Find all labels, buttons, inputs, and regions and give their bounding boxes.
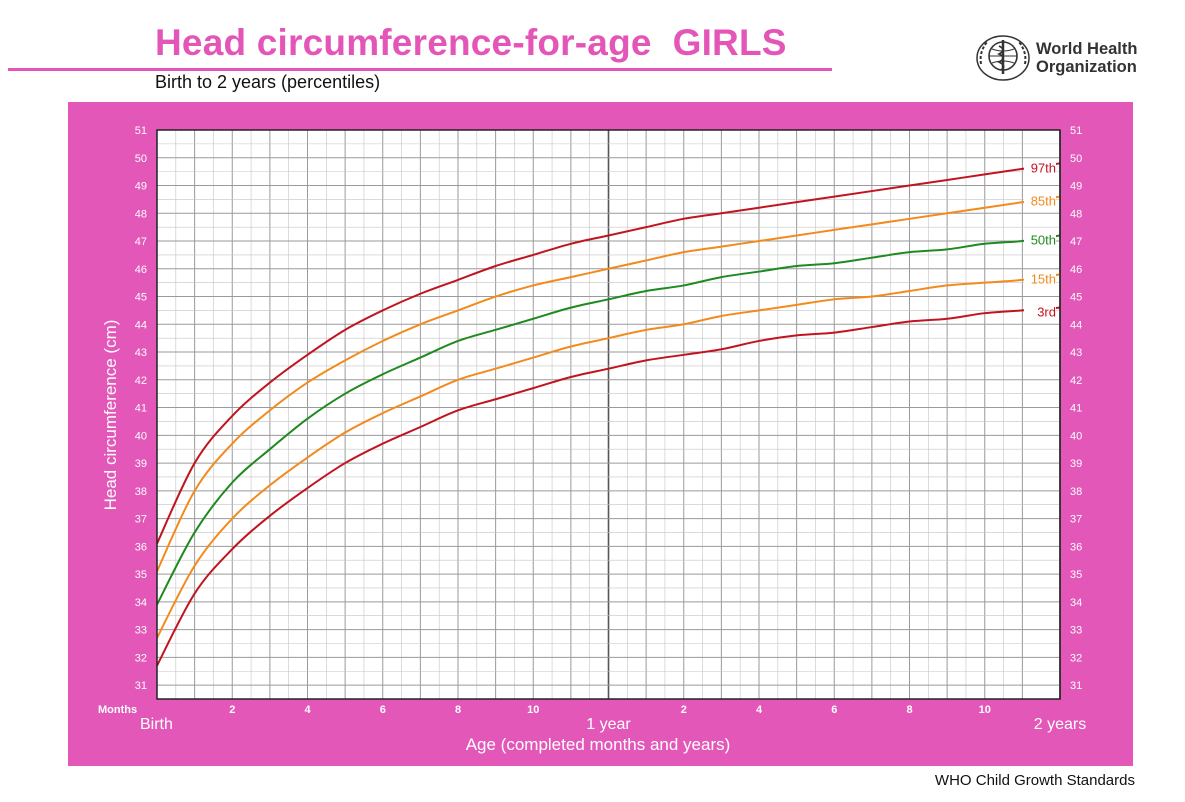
chart-panel: 31 31 32 32 33 33 34 34 35 35 36 36 37 37 38 38 39 39 40 40… [68, 102, 1133, 766]
y-tick-label-right: 43 [1070, 347, 1082, 359]
y-tick-label-right: 50 [1070, 153, 1082, 165]
series-label-background [1024, 270, 1056, 287]
x-unit-label: Months [98, 704, 137, 716]
x-month-tick-label: 10 [979, 704, 991, 716]
x-month-tick-label: 8 [455, 704, 461, 716]
growth-chart: 31 31 32 32 33 33 34 34 35 35 36 36 37 37 38 38 39 39 40 40… [98, 125, 1086, 754]
x-year-tick-label: Birth [140, 716, 173, 733]
percentile-line-85th [156, 195, 1061, 572]
series-label-85th: 85th [1031, 194, 1056, 209]
y-tick-label-left: 34 [135, 597, 147, 609]
percentile-line-50th [156, 234, 1061, 606]
series-label-97th: 97th [1031, 160, 1056, 175]
y-tick-label-left: 38 [135, 486, 147, 498]
x-month-tick-label: 10 [527, 704, 539, 716]
y-tick-label-left: 47 [135, 236, 147, 248]
x-year-tick-label: 2 years [1034, 716, 1086, 733]
y-tick-label-left: 51 [135, 125, 147, 137]
x-month-tick-label: 2 [681, 704, 687, 716]
y-tick-label-left: 32 [135, 652, 147, 664]
organization-name: World Health Organization [1036, 40, 1137, 76]
y-tick-label-right: 42 [1070, 375, 1082, 387]
y-tick-label-right: 39 [1070, 458, 1082, 470]
y-tick-label-left: 44 [135, 319, 147, 331]
y-tick-label-right: 37 [1070, 514, 1082, 526]
y-tick-label-right: 45 [1070, 292, 1082, 304]
y-tick-label-right: 51 [1070, 125, 1082, 137]
y-axis-label: Head circumference (cm) [101, 320, 120, 511]
axis-labels: 31 31 32 32 33 33 34 34 35 35 36 36 37 37 38 38 39 39 40 40… [135, 125, 1086, 733]
percentile-line-3rd [156, 306, 1061, 667]
y-tick-label-left: 37 [135, 514, 147, 526]
y-tick-label-right: 33 [1070, 625, 1082, 637]
x-month-tick-label: 6 [380, 704, 386, 716]
series-label-background [1024, 231, 1056, 248]
y-tick-label-right: 46 [1070, 264, 1082, 276]
y-tick-label-left: 46 [135, 264, 147, 276]
y-tick-label-left: 39 [135, 458, 147, 470]
x-month-tick-label: 2 [229, 704, 235, 716]
page-title: Head circumference-for-age GIRLS [155, 22, 787, 63]
series-label-background [1024, 192, 1056, 209]
y-tick-label-right: 48 [1070, 208, 1082, 220]
y-tick-label-right: 36 [1070, 541, 1082, 553]
y-tick-label-right: 31 [1070, 680, 1082, 692]
y-tick-label-right: 41 [1070, 403, 1082, 415]
title-underline [8, 68, 832, 71]
percentile-line-97th [156, 162, 1061, 544]
y-tick-label-left: 45 [135, 292, 147, 304]
percentile-line-15th [156, 273, 1061, 639]
series-label-15th: 15th [1031, 271, 1056, 286]
series-label-background [1024, 159, 1056, 176]
x-year-tick-label: 1 year [586, 716, 631, 733]
footer-source: WHO Child Growth Standards [934, 772, 1135, 789]
series-label-3rd: 3rd [1037, 305, 1056, 320]
y-tick-label-right: 32 [1070, 652, 1082, 664]
x-month-tick-label: 8 [906, 704, 912, 716]
y-tick-label-left: 48 [135, 208, 147, 220]
org-name-line-2: Organization [1036, 58, 1137, 76]
org-name-line-1: World Health [1036, 40, 1138, 58]
y-tick-label-left: 33 [135, 625, 147, 637]
y-tick-label-left: 41 [135, 403, 147, 415]
y-tick-label-right: 35 [1070, 569, 1082, 581]
y-tick-label-right: 34 [1070, 597, 1082, 609]
y-tick-label-right: 49 [1070, 181, 1082, 193]
plot-frame [156, 129, 1061, 700]
y-tick-label-left: 42 [135, 375, 147, 387]
y-tick-label-left: 31 [135, 680, 147, 692]
x-month-tick-label: 4 [756, 704, 763, 716]
x-axis-label: Age (completed months and years) [466, 735, 731, 754]
series-label-50th: 50th [1031, 232, 1056, 247]
y-tick-label-right: 44 [1070, 319, 1082, 331]
y-tick-label-left: 35 [135, 569, 147, 581]
y-tick-label-left: 49 [135, 181, 147, 193]
x-month-tick-label: 6 [831, 704, 837, 716]
y-tick-label-right: 47 [1070, 236, 1082, 248]
y-tick-label-left: 43 [135, 347, 147, 359]
y-tick-label-left: 50 [135, 153, 147, 165]
chart-subtitle: Birth to 2 years (percentiles) [155, 72, 381, 92]
series-label-background [1024, 303, 1056, 320]
y-tick-label-right: 38 [1070, 486, 1082, 498]
percentile-curves [156, 162, 1061, 667]
y-tick-label-left: 36 [135, 541, 147, 553]
y-tick-label-left: 40 [135, 430, 147, 442]
who-emblem-icon [976, 35, 1030, 81]
x-month-tick-label: 4 [304, 704, 311, 716]
y-tick-label-right: 40 [1070, 430, 1082, 442]
